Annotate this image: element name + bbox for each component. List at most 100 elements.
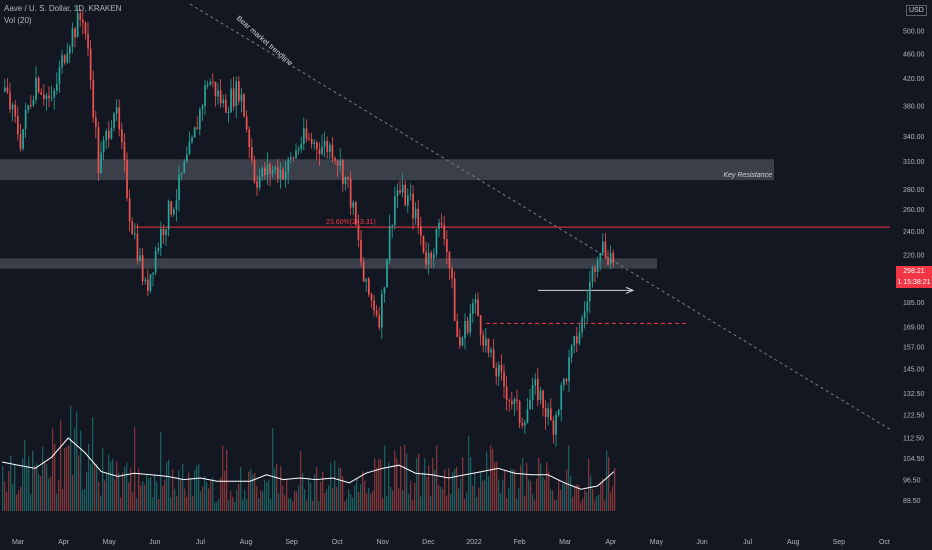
volume-bar <box>598 494 600 511</box>
candle-body <box>139 255 141 261</box>
price-tick-label: 169.00 <box>903 325 925 332</box>
volume-bar <box>386 495 388 511</box>
volume-bar <box>324 492 326 511</box>
candle-body <box>417 208 420 227</box>
candle-body <box>482 334 485 346</box>
volume-bar <box>302 473 304 511</box>
volume-bar <box>568 445 570 511</box>
volume-bar <box>206 482 208 511</box>
candle-body <box>147 279 149 291</box>
volume-bar <box>500 493 502 511</box>
volume-bar <box>34 465 36 511</box>
volume-bar <box>474 472 476 511</box>
volume-bar <box>156 481 158 511</box>
candle-body <box>347 177 349 179</box>
volume-bar <box>294 491 296 511</box>
volume-bar <box>448 468 450 511</box>
candle-body <box>266 164 269 175</box>
volume-bar <box>604 500 606 511</box>
candle-body <box>373 300 375 311</box>
volume-bar <box>466 492 468 511</box>
candle-body <box>349 178 352 208</box>
candle-body <box>537 378 539 401</box>
candle-body <box>440 222 443 226</box>
volume-bar <box>260 490 262 511</box>
candle-body <box>235 81 238 107</box>
volume-bar <box>160 431 162 511</box>
volume-bar <box>276 463 278 511</box>
candle-body <box>453 278 456 321</box>
candle-body <box>362 262 365 282</box>
volume-bar <box>334 460 336 511</box>
volume-bar <box>390 487 392 511</box>
candle-body <box>383 287 386 294</box>
volume-bar <box>262 491 264 511</box>
volume-bar <box>152 497 154 511</box>
candle-body <box>191 137 193 142</box>
volume-bar <box>602 478 604 511</box>
volume-bar <box>584 490 586 511</box>
chart-legend: Aave / U. S. Dollar, 1D, KRAKEN Vol (20) <box>4 3 121 27</box>
candle-body <box>505 386 508 400</box>
price-tick-label: 104.50 <box>903 456 925 463</box>
volume-bar <box>482 480 484 511</box>
fib-label: 23.60%(243.31) <box>326 219 376 226</box>
volume-bar <box>168 459 170 511</box>
candle-body <box>45 95 48 100</box>
volume-bar <box>410 480 412 511</box>
volume-bar <box>322 471 324 511</box>
candle-body <box>209 81 212 85</box>
volume-bar <box>62 488 64 511</box>
price-tick-label: 145.00 <box>903 366 925 373</box>
candle-body <box>518 400 521 424</box>
volume-bar <box>564 481 566 511</box>
candle-body <box>27 105 30 110</box>
currency-badge[interactable]: USD <box>906 5 927 16</box>
volume-bar <box>174 488 176 511</box>
candle-body <box>568 357 570 382</box>
candle-body <box>459 336 461 346</box>
price-tick-label: 240.00 <box>903 229 925 236</box>
time-tick-label: Aug <box>240 539 253 546</box>
volume-bar <box>440 487 442 511</box>
volume-bar <box>100 495 102 511</box>
candle-body <box>89 48 92 80</box>
candle-body <box>264 167 266 175</box>
volume-bar <box>542 477 544 511</box>
candle-body <box>170 201 173 215</box>
volume-bar <box>144 484 146 511</box>
candle-body <box>180 172 183 175</box>
volume-bar <box>518 487 520 511</box>
candle-body <box>212 81 214 83</box>
volume-bar <box>178 470 180 511</box>
volume-bar <box>154 475 156 511</box>
candle-body <box>63 55 66 63</box>
volume-bar <box>226 449 228 511</box>
volume-bar <box>136 498 138 511</box>
volume-bar <box>64 448 66 511</box>
candle-body <box>30 105 32 107</box>
candle-body <box>433 253 435 259</box>
volume-bar <box>436 445 438 511</box>
candle-body <box>128 198 131 222</box>
symbol-title: Aave / U. S. Dollar, 1D, KRAKEN <box>4 4 122 13</box>
candle-body <box>115 107 118 114</box>
volume-bar <box>74 427 76 511</box>
candle-body <box>175 200 178 210</box>
candle-body <box>409 193 412 196</box>
volume-bar <box>278 492 280 511</box>
candle-body <box>71 28 74 48</box>
candle-body <box>76 13 79 38</box>
price-tick-label: 157.00 <box>903 345 925 352</box>
volume-bar <box>310 483 312 511</box>
volume-bar <box>38 474 40 511</box>
time-tick-label: Jun <box>696 539 707 546</box>
last-price-line1: 298.21 <box>903 268 925 275</box>
candle-body <box>108 130 110 139</box>
time-tick-label: May <box>650 539 664 546</box>
candle-body <box>87 33 89 49</box>
volume-bar <box>522 457 524 511</box>
volume-bar <box>370 493 372 511</box>
volume-bar <box>358 492 360 511</box>
